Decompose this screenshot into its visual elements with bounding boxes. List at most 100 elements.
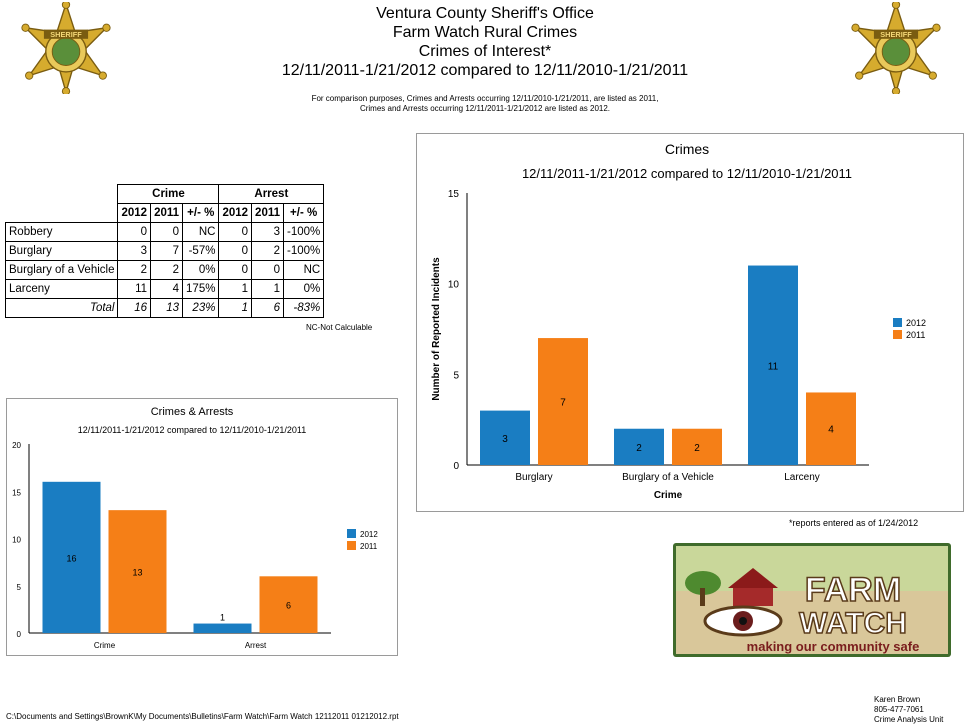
- data-label: 4: [828, 425, 834, 436]
- legend-label-2011: 2011: [360, 542, 378, 551]
- data-label: 3: [502, 434, 508, 445]
- table-cell: 3: [117, 241, 152, 261]
- comparison-note-line1: For comparison purposes, Crimes and Arre…: [311, 94, 659, 103]
- table-total-row: Total 16 13 23% 1 6 -83%: [4, 298, 325, 318]
- bar-2012-burglary-of-a-vehicle: [614, 428, 664, 465]
- row-label: Robbery: [4, 222, 119, 242]
- report-title: Ventura County Sheriff's Office Farm Wat…: [180, 4, 790, 80]
- bar-2011-larceny: [806, 392, 856, 465]
- table-cell: 6: [251, 298, 284, 318]
- farm-watch-tagline: making our community safe: [747, 639, 920, 654]
- row-label: Burglary of a Vehicle: [4, 260, 119, 280]
- bar-2012-crime: [42, 481, 101, 633]
- bar-2012-larceny: [748, 265, 798, 465]
- table-cell: 0: [218, 260, 253, 280]
- table-row: Burglary 3 7 -57% 0 2 -100%: [4, 241, 325, 261]
- crimes-arrests-chart: Crimes & Arrests 12/11/2011-1/21/2012 com…: [12, 406, 378, 650]
- y-tick-label: 10: [12, 536, 21, 545]
- bar-2012-burglary: [480, 410, 530, 465]
- table-cell: 0%: [282, 279, 325, 299]
- x-tick-label: Larceny: [784, 472, 820, 483]
- col-header: 2012: [117, 203, 152, 223]
- farm-watch-logo: FARM WATCH making our community safe: [673, 543, 951, 657]
- bar-2011-burglary: [538, 338, 588, 465]
- table-cell: 0: [218, 241, 253, 261]
- chart-subtitle: 12/11/2011-1/21/2012 compared to 12/11/2…: [78, 425, 307, 435]
- chart-title: Crimes & Arrests: [151, 406, 234, 418]
- table-cell: 4: [150, 279, 184, 299]
- file-path: C:\Documents and Settings\BrownK\My Docu…: [6, 712, 399, 721]
- col-header: 2011: [150, 203, 184, 223]
- contact-name: Karen Brown: [874, 695, 921, 704]
- table-cell: 0: [117, 222, 152, 242]
- legend-swatch-2012: [347, 529, 356, 538]
- x-tick-label: Burglary: [515, 472, 552, 483]
- row-label: Burglary: [4, 241, 119, 261]
- y-tick-label: 10: [448, 280, 460, 291]
- svg-text:SHERIFF: SHERIFF: [880, 30, 912, 39]
- data-label: 2: [694, 443, 700, 454]
- nc-footnote: NC-Not Calculable: [306, 323, 373, 332]
- bar-2011-burglary-of-a-vehicle: [672, 428, 722, 465]
- group-header-arrest: Arrest: [218, 184, 325, 204]
- table-cell: 0: [218, 222, 253, 242]
- table-cell: 1: [251, 279, 284, 299]
- y-tick-label: 0: [453, 461, 459, 472]
- data-label: 2: [636, 443, 642, 454]
- table-cell: 0: [150, 222, 184, 242]
- bar-2011-arrest: [259, 576, 318, 633]
- x-tick-label: Crime: [94, 641, 116, 650]
- table-cell: NC: [282, 260, 325, 280]
- table-cell: -57%: [182, 241, 220, 261]
- col-header: +/- %: [182, 203, 220, 223]
- x-tick-label: Burglary of a Vehicle: [622, 472, 714, 483]
- table-cell: NC: [182, 222, 220, 242]
- y-tick-label: 5: [17, 583, 22, 592]
- farm-watch-word1: FARM: [805, 571, 901, 609]
- title-line-agency: Ventura County Sheriff's Office: [376, 5, 594, 22]
- sheriff-badge-right-icon: SHERIFF: [851, 2, 941, 94]
- table-cell: 0: [251, 260, 284, 280]
- row-label: Larceny: [4, 279, 119, 299]
- bar-2011-crime: [108, 510, 167, 633]
- contact-unit: Crime Analysis Unit: [874, 715, 944, 724]
- table-cell: 2: [117, 260, 152, 280]
- legend-label-2012: 2012: [906, 318, 926, 328]
- crimes-chart-panel: Crimes 12/11/2011-1/21/2012 compared to 1…: [416, 133, 964, 512]
- data-label: 11: [768, 361, 779, 372]
- comparison-note-line2: Crimes and Arrests occurring 12/11/2011-…: [359, 104, 611, 113]
- y-axis-label: Number of Reported Incidents: [431, 257, 442, 401]
- x-tick-label: Arrest: [245, 641, 267, 650]
- chart-title: Crimes: [665, 141, 709, 157]
- crimes-chart: Crimes 12/11/2011-1/21/2012 compared to 1…: [431, 141, 926, 501]
- col-header: 2012: [218, 203, 253, 223]
- table-cell: 2: [150, 260, 184, 280]
- data-label: 16: [66, 553, 76, 563]
- bar-2012-arrest: [193, 623, 252, 633]
- row-label: Total: [4, 298, 119, 318]
- table-cell: 7: [150, 241, 184, 261]
- table-cell: 1: [218, 298, 253, 318]
- table-cell: 1: [218, 279, 253, 299]
- sheriff-badge-left-icon: SHERIFF: [21, 2, 111, 94]
- contact-phone: 805-477-7061: [874, 705, 924, 714]
- legend-label-2012: 2012: [360, 530, 378, 539]
- title-line-period: 12/11/2011-1/21/2012 compared to 12/11/2…: [281, 62, 689, 79]
- col-header: 2011: [251, 203, 284, 223]
- contact-block: Karen Brown 805-477-7061 Crime Analysis …: [874, 695, 943, 725]
- y-tick-label: 0: [17, 630, 22, 639]
- legend-swatch-2011: [893, 330, 902, 339]
- data-label: 7: [560, 398, 566, 409]
- group-header-crime: Crime: [117, 184, 220, 204]
- data-label: 1: [220, 613, 225, 623]
- table-row: Robbery 0 0 NC 0 3 -100%: [4, 222, 325, 242]
- table-cell: 175%: [182, 279, 220, 299]
- table-cell: 16: [117, 298, 152, 318]
- table-cell: 3: [251, 222, 284, 242]
- x-axis-label: Crime: [654, 490, 683, 501]
- title-line-program: Farm Watch Rural Crimes: [392, 24, 578, 41]
- table-cell: 23%: [182, 298, 220, 318]
- svg-text:SHERIFF: SHERIFF: [50, 30, 82, 39]
- legend-label-2011: 2011: [906, 330, 925, 340]
- comparison-note: For comparison purposes, Crimes and Arre…: [180, 94, 790, 114]
